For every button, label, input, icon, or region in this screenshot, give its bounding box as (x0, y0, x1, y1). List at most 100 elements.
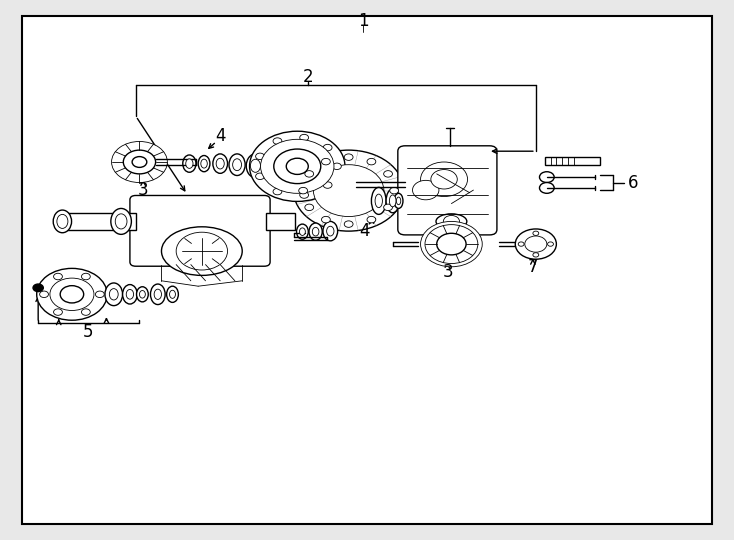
Circle shape (518, 242, 524, 246)
Ellipse shape (198, 156, 210, 172)
Circle shape (533, 253, 539, 257)
Text: 5: 5 (83, 323, 93, 341)
Ellipse shape (54, 210, 72, 233)
Circle shape (367, 158, 376, 165)
Circle shape (274, 149, 321, 184)
Circle shape (305, 171, 313, 177)
Circle shape (425, 225, 478, 264)
Circle shape (384, 204, 393, 211)
Circle shape (60, 286, 84, 303)
Circle shape (37, 268, 107, 320)
Ellipse shape (313, 227, 319, 236)
Circle shape (250, 131, 345, 201)
Ellipse shape (309, 223, 322, 240)
Ellipse shape (297, 224, 308, 239)
Circle shape (40, 291, 48, 298)
Ellipse shape (115, 214, 127, 229)
Text: 2: 2 (303, 68, 313, 86)
Ellipse shape (323, 221, 338, 241)
Circle shape (54, 309, 62, 315)
Ellipse shape (229, 154, 245, 176)
Ellipse shape (150, 284, 165, 305)
Circle shape (367, 217, 376, 223)
Ellipse shape (170, 290, 175, 298)
Circle shape (344, 154, 353, 160)
Circle shape (437, 233, 466, 255)
Circle shape (323, 182, 332, 188)
Bar (62, 213, 136, 230)
Ellipse shape (396, 197, 401, 205)
Ellipse shape (216, 158, 225, 169)
Circle shape (294, 150, 404, 231)
Ellipse shape (394, 193, 403, 208)
Ellipse shape (250, 159, 261, 172)
Ellipse shape (371, 187, 386, 214)
Text: 1: 1 (358, 11, 368, 30)
Ellipse shape (213, 154, 228, 173)
Circle shape (321, 217, 330, 223)
Ellipse shape (389, 195, 396, 207)
Circle shape (539, 172, 554, 183)
Text: 4: 4 (359, 222, 369, 240)
Circle shape (421, 162, 468, 197)
Circle shape (333, 163, 341, 170)
Ellipse shape (167, 286, 178, 302)
Text: 4: 4 (215, 127, 225, 145)
Ellipse shape (201, 159, 207, 168)
Circle shape (261, 139, 334, 193)
Circle shape (299, 187, 308, 194)
Bar (545, 157, 600, 165)
Circle shape (255, 153, 264, 160)
Circle shape (255, 173, 264, 179)
Ellipse shape (105, 283, 123, 306)
Circle shape (112, 141, 167, 183)
Ellipse shape (139, 291, 145, 298)
Circle shape (533, 231, 539, 235)
FancyBboxPatch shape (130, 195, 270, 266)
Circle shape (299, 134, 308, 141)
Ellipse shape (109, 288, 118, 300)
Circle shape (286, 158, 308, 174)
Ellipse shape (183, 155, 196, 172)
Circle shape (305, 204, 313, 211)
Ellipse shape (299, 228, 305, 235)
Ellipse shape (386, 189, 399, 213)
Ellipse shape (123, 285, 137, 304)
Ellipse shape (126, 289, 134, 299)
Circle shape (548, 242, 553, 246)
Circle shape (50, 278, 94, 310)
Ellipse shape (375, 194, 382, 207)
Circle shape (390, 187, 399, 194)
Text: 3: 3 (443, 262, 453, 281)
Text: 7: 7 (528, 258, 538, 276)
Ellipse shape (436, 214, 467, 229)
Circle shape (323, 144, 332, 151)
Ellipse shape (327, 226, 334, 236)
Ellipse shape (246, 154, 264, 178)
Circle shape (539, 183, 554, 193)
Circle shape (54, 273, 62, 280)
Circle shape (431, 170, 457, 189)
Ellipse shape (161, 227, 242, 275)
Circle shape (443, 215, 459, 227)
Circle shape (421, 221, 482, 267)
Text: 3: 3 (138, 181, 148, 199)
Bar (266, 213, 295, 230)
Ellipse shape (233, 159, 241, 171)
Ellipse shape (186, 159, 193, 168)
Circle shape (81, 309, 90, 315)
Circle shape (515, 229, 556, 259)
Circle shape (123, 150, 156, 174)
FancyBboxPatch shape (398, 146, 497, 235)
Circle shape (413, 180, 439, 200)
Circle shape (299, 192, 308, 198)
Circle shape (33, 284, 43, 292)
Circle shape (132, 157, 147, 167)
Circle shape (273, 138, 282, 144)
Text: 6: 6 (628, 173, 638, 192)
Ellipse shape (137, 287, 148, 302)
Circle shape (321, 158, 330, 165)
Circle shape (273, 188, 282, 195)
Circle shape (525, 236, 547, 252)
Ellipse shape (57, 214, 68, 228)
